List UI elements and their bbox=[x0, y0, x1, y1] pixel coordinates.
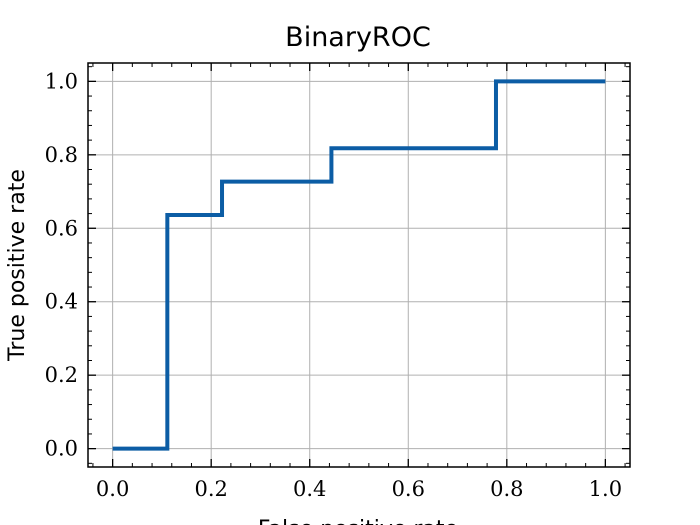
grid-lines bbox=[88, 63, 630, 467]
y-tick-label: 1.0 bbox=[45, 69, 78, 93]
series-layer bbox=[112, 79, 606, 451]
plot-frame bbox=[87, 62, 631, 468]
tick-labels: 0.0 0.2 0.4 0.6 0.8 1.0 0.0 0.2 0.4 0.6 0.8 1.0 bbox=[45, 69, 622, 501]
axis-ticks bbox=[88, 63, 630, 467]
x-tick-label: 1.0 bbox=[589, 477, 622, 501]
x-tick-label: 0.8 bbox=[490, 477, 523, 501]
y-tick-label: 0.6 bbox=[45, 216, 78, 240]
y-tick-label: 0.4 bbox=[45, 290, 78, 314]
x-tick-label: 0.6 bbox=[392, 477, 425, 501]
chart-title: BinaryROC bbox=[285, 22, 431, 53]
roc-curve bbox=[112, 79, 606, 451]
x-axis-label: False positive rate bbox=[258, 517, 458, 525]
y-axis-label: True positive rate bbox=[5, 169, 30, 362]
y-tick-label: 0.0 bbox=[45, 437, 78, 461]
x-tick-label: 0.2 bbox=[194, 477, 227, 501]
x-tick-label: 0.4 bbox=[293, 477, 326, 501]
x-tick-label: 0.0 bbox=[96, 477, 129, 501]
y-tick-label: 0.8 bbox=[45, 143, 78, 167]
y-tick-label: 0.2 bbox=[45, 363, 78, 387]
